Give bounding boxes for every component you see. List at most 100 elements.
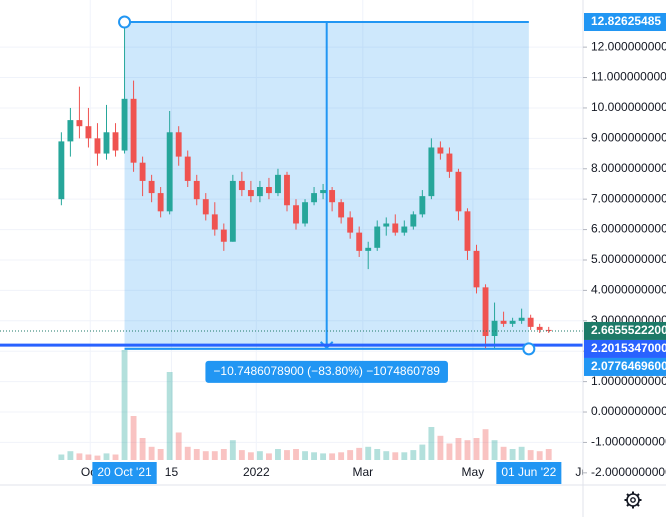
volume-bar xyxy=(365,446,372,460)
candle-body xyxy=(437,147,444,154)
volume-bar xyxy=(247,452,254,460)
price-badge-text: 2.0776469600 xyxy=(591,359,666,373)
y-tick-label: 12.0000000000 xyxy=(591,39,666,53)
candle-body xyxy=(356,232,363,251)
candle-body xyxy=(202,199,209,215)
candle-body xyxy=(238,180,245,191)
candle-body xyxy=(329,190,336,203)
candle-body xyxy=(121,98,128,151)
candle-body xyxy=(148,180,155,194)
volume-bar xyxy=(320,453,327,460)
volume-layer xyxy=(58,350,552,460)
volume-bar xyxy=(58,454,65,460)
candle-body xyxy=(455,171,462,212)
volume-bar xyxy=(356,447,363,460)
y-tick-label: 9.0000000000 xyxy=(591,131,666,145)
volume-bar xyxy=(211,451,218,460)
candle-body xyxy=(338,202,345,218)
volume-bar xyxy=(85,454,92,460)
candle-layer xyxy=(58,21,552,349)
y-tick-label: -1.0000000000 xyxy=(591,435,666,449)
candle-body xyxy=(383,223,390,227)
candle-body xyxy=(545,329,552,331)
candle-body xyxy=(491,320,498,337)
candle-body xyxy=(410,214,417,227)
candle-body xyxy=(284,174,290,206)
candle-body xyxy=(266,187,272,194)
volume-bar xyxy=(266,453,272,460)
volume-bar xyxy=(473,438,480,460)
price-axis: 12.0000000000 11.0000000000 10.0000000000 9… xyxy=(583,39,666,479)
badges: 12.82625485 2.6655522200 2.2015347000 2.077… xyxy=(584,13,666,376)
candle-body xyxy=(58,141,65,200)
volume-bar xyxy=(275,449,281,460)
volume-bar xyxy=(256,451,263,460)
x-tick-label: May xyxy=(462,465,485,479)
volume-bar xyxy=(401,452,408,460)
candle-body xyxy=(464,211,471,251)
candle-body xyxy=(320,190,327,194)
time-badge-text: 20 Oct '21 xyxy=(97,465,152,479)
settings-button[interactable] xyxy=(624,491,642,509)
measure-layer xyxy=(124,21,529,350)
measure-handle xyxy=(118,15,132,29)
y-tick-label: 11.0000000000 xyxy=(591,70,666,84)
x-tick-label: Mar xyxy=(352,465,373,479)
candle-body xyxy=(518,317,525,321)
measure-label: −10.7486078900 (−83.80%) −1074860789 xyxy=(205,360,448,383)
x-tick-label: 2022 xyxy=(243,465,270,479)
volume-bar xyxy=(94,455,101,460)
candle-body xyxy=(473,250,480,288)
price-badge xyxy=(584,357,666,376)
candle-body xyxy=(256,187,263,197)
volume-bar xyxy=(518,446,525,460)
candle-body xyxy=(482,287,489,337)
candle-body xyxy=(67,120,74,142)
time-badge xyxy=(92,462,157,484)
volume-bar xyxy=(112,454,119,460)
volume-bar xyxy=(220,449,227,460)
time-badge-text: 01 Jun '22 xyxy=(501,465,556,479)
volume-bar xyxy=(383,451,390,460)
y-tick-label: 7.0000000000 xyxy=(591,191,666,205)
volume-bar xyxy=(229,440,236,460)
volume-bar xyxy=(193,449,200,460)
volume-bar xyxy=(500,446,507,460)
y-tick-label: 6.0000000000 xyxy=(591,222,666,236)
volume-bar xyxy=(338,452,345,460)
candle-body xyxy=(211,214,218,230)
volume-bar xyxy=(392,452,399,460)
candle-body xyxy=(175,132,182,157)
volume-bar xyxy=(527,450,534,460)
candle-body xyxy=(500,320,507,324)
volume-bar xyxy=(302,451,308,460)
y-tick-label: 4.0000000000 xyxy=(591,283,666,297)
volume-bar xyxy=(202,451,209,460)
volume-bar xyxy=(545,449,552,460)
volume-bar xyxy=(238,450,245,460)
y-tick-label: 8.0000000000 xyxy=(591,161,666,175)
volume-bar xyxy=(184,446,191,460)
measure-handle xyxy=(522,342,536,356)
volume-bar xyxy=(419,444,426,460)
candle-body xyxy=(509,320,516,324)
candle-body xyxy=(130,98,137,163)
candle-body xyxy=(419,196,426,215)
volume-bar xyxy=(437,435,444,460)
y-tick-label: 5.0000000000 xyxy=(591,252,666,266)
volume-bar xyxy=(148,446,155,460)
price-axis-background xyxy=(583,0,666,517)
candle-body xyxy=(94,138,101,154)
x-tick-label: 15 xyxy=(165,465,179,479)
volume-bar xyxy=(284,450,290,460)
volume-bar xyxy=(311,452,317,460)
volume-bar xyxy=(103,453,110,460)
candle-body xyxy=(139,162,146,181)
candle-body xyxy=(347,217,354,233)
volume-bar xyxy=(130,416,137,460)
measure-label-box xyxy=(205,360,448,383)
volume-bar xyxy=(157,449,164,460)
candle-body xyxy=(166,132,173,212)
candle-body xyxy=(103,132,110,154)
